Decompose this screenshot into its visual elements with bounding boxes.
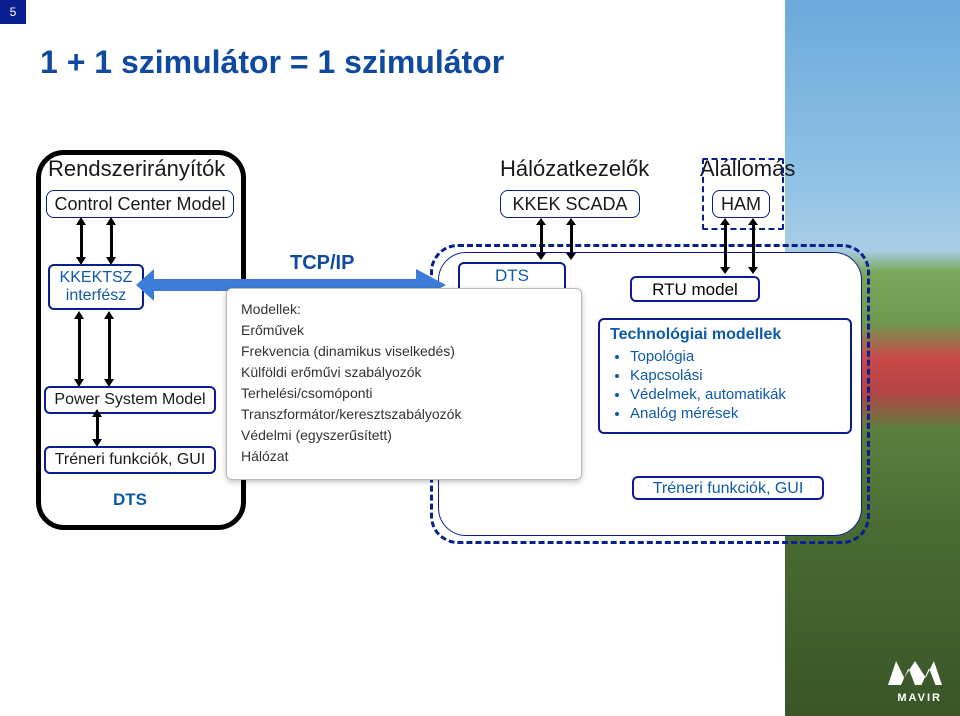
tech-item: Kapcsolási: [630, 367, 840, 384]
logo-mark: [888, 661, 942, 685]
logo-mavir: MAVIR: [888, 661, 942, 704]
box-technologiai-modellek: Technológiai modellek Topológia Kapcsolá…: [598, 318, 852, 434]
box-rtu-model: RTU model: [630, 276, 760, 302]
dbl-arrow-kk-psm-1: [78, 318, 81, 380]
page-number-badge: 5: [0, 0, 26, 24]
logo-text: MAVIR: [888, 692, 942, 704]
box-treneri-funkciok-left: Tréneri funkciók, GUI: [44, 446, 216, 474]
modellek-line: Külföldi erőművi szabályozók: [241, 362, 567, 383]
box-kkek-scada: KKEK SCADA: [500, 190, 640, 218]
box-power-system-model: Power System Model: [44, 386, 216, 414]
tech-item: Védelmek, automatikák: [630, 386, 840, 403]
tech-item: Analóg mérések: [630, 405, 840, 422]
box-kkektsz-interfesz: KKEKTSZ interfész: [48, 264, 144, 310]
modellek-line: Erőművek: [241, 320, 567, 341]
dbl-arrow-scada-1: [540, 224, 543, 254]
text-kkektsz-line2: interfész: [56, 287, 136, 305]
modellek-line: Terhelési/csomóponti: [241, 383, 567, 404]
tooltip-modellek: Modellek: Erőművek Frekvencia (dinamikus…: [226, 288, 582, 480]
tech-item: Topológia: [630, 348, 840, 365]
modellek-line: Transzformátor/keresztszabályozók: [241, 404, 567, 425]
dbl-arrow-kk-psm-2: [108, 318, 111, 380]
box-treneri-funkciok-right: Tréneri funkciók, GUI: [632, 476, 824, 500]
modellek-line: Védelmi (egyszerűsített): [241, 425, 567, 446]
text-dts-if-line1: DTS: [464, 266, 560, 286]
modellek-line: Frekvencia (dinamikus viselkedés): [241, 341, 567, 362]
dbl-arrow-ham-2: [752, 224, 755, 268]
text-kkektsz-line1: KKEKTSZ: [56, 269, 136, 287]
box-ham: HAM: [712, 190, 770, 218]
dbl-arrow-scada-2: [570, 224, 573, 254]
slide-title: 1 + 1 szimulátor = 1 szimulátor: [40, 44, 504, 81]
label-halozatkezelok: Hálózatkezelők: [500, 156, 649, 182]
dbl-arrow-psm-trener: [96, 416, 99, 440]
dbl-arrow-ham-1: [724, 224, 727, 268]
text-ham: HAM: [713, 191, 769, 215]
label-dts-left: DTS: [90, 490, 170, 510]
dbl-arrow-cc-kk-1: [80, 224, 83, 258]
text-tech-header: Technológiai modellek: [610, 326, 840, 344]
modellek-header: Modellek:: [241, 299, 567, 320]
text-kkek-scada: KKEK SCADA: [501, 191, 639, 215]
dbl-arrow-cc-kk-2: [110, 224, 113, 258]
modellek-line: Hálózat: [241, 446, 567, 467]
label-tcpip: TCP/IP: [290, 252, 354, 275]
